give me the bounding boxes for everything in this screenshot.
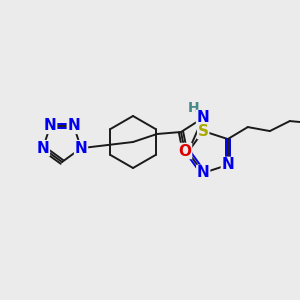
Text: N: N — [68, 118, 80, 133]
Text: S: S — [198, 124, 209, 139]
Text: N: N — [37, 141, 50, 156]
Text: N: N — [44, 118, 57, 133]
Text: N: N — [196, 110, 209, 125]
Text: H: H — [188, 101, 200, 115]
Text: O: O — [178, 143, 191, 158]
Text: N: N — [221, 158, 234, 172]
Text: N: N — [75, 141, 87, 156]
Text: N: N — [197, 165, 210, 180]
